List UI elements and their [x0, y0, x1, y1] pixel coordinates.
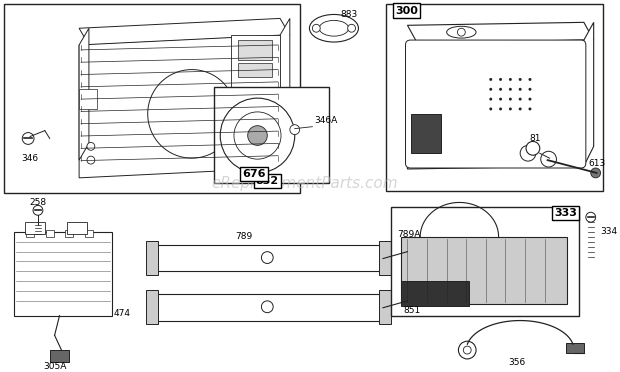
- Circle shape: [489, 78, 492, 81]
- Text: 789A: 789A: [397, 230, 421, 240]
- Circle shape: [519, 108, 521, 110]
- Polygon shape: [407, 40, 584, 169]
- Text: 334: 334: [601, 227, 618, 237]
- Bar: [26, 230, 34, 237]
- Bar: [46, 230, 53, 237]
- Text: 613: 613: [589, 158, 606, 167]
- Bar: [238, 63, 272, 77]
- Circle shape: [499, 97, 502, 100]
- Bar: [386, 4, 603, 190]
- Text: 81: 81: [529, 134, 541, 143]
- Text: 346: 346: [22, 154, 38, 163]
- Circle shape: [528, 108, 531, 110]
- Ellipse shape: [446, 26, 476, 38]
- Polygon shape: [79, 35, 280, 178]
- Circle shape: [262, 251, 273, 263]
- Circle shape: [247, 126, 267, 145]
- Bar: [379, 290, 391, 324]
- Bar: [146, 241, 157, 275]
- Circle shape: [262, 301, 273, 313]
- Circle shape: [489, 97, 492, 100]
- Circle shape: [87, 156, 95, 164]
- Circle shape: [499, 108, 502, 110]
- Text: 305A: 305A: [43, 362, 66, 371]
- Text: 789: 789: [235, 232, 252, 241]
- Bar: [153, 245, 383, 271]
- Circle shape: [528, 88, 531, 91]
- Ellipse shape: [319, 20, 348, 36]
- Text: 333: 333: [554, 208, 577, 218]
- Bar: [4, 4, 299, 193]
- Circle shape: [22, 132, 34, 144]
- Bar: [146, 290, 157, 324]
- Circle shape: [519, 78, 521, 81]
- Text: eReplacementParts.com: eReplacementParts.com: [211, 176, 398, 191]
- Circle shape: [526, 141, 540, 155]
- Circle shape: [489, 88, 492, 91]
- Circle shape: [234, 112, 281, 159]
- Circle shape: [509, 88, 512, 91]
- Text: 346A: 346A: [314, 116, 337, 125]
- Circle shape: [348, 24, 355, 32]
- Circle shape: [458, 28, 465, 36]
- Polygon shape: [584, 22, 594, 166]
- Circle shape: [290, 125, 299, 135]
- Text: 676: 676: [242, 169, 265, 179]
- Bar: [85, 230, 93, 237]
- Bar: [407, 294, 415, 308]
- Circle shape: [509, 97, 512, 100]
- Circle shape: [520, 145, 536, 161]
- Text: 851: 851: [404, 306, 421, 315]
- Circle shape: [586, 212, 596, 222]
- Polygon shape: [79, 18, 290, 45]
- Bar: [231, 35, 280, 89]
- Bar: [14, 232, 112, 315]
- Circle shape: [220, 98, 294, 173]
- Circle shape: [33, 205, 43, 215]
- Circle shape: [591, 168, 601, 178]
- Bar: [391, 207, 579, 315]
- Text: 474: 474: [113, 309, 130, 318]
- Polygon shape: [407, 22, 594, 43]
- Bar: [407, 245, 415, 259]
- Circle shape: [148, 70, 236, 158]
- Bar: [215, 87, 329, 183]
- Text: 356: 356: [508, 358, 526, 368]
- Circle shape: [541, 151, 556, 167]
- Circle shape: [499, 88, 502, 91]
- Text: 832: 832: [255, 176, 279, 186]
- Bar: [68, 222, 87, 234]
- Circle shape: [458, 341, 476, 359]
- Bar: [50, 350, 69, 362]
- Bar: [566, 343, 584, 353]
- Bar: [401, 237, 567, 304]
- Bar: [412, 114, 441, 153]
- Bar: [65, 230, 73, 237]
- Bar: [238, 40, 272, 60]
- Circle shape: [499, 78, 502, 81]
- Circle shape: [87, 142, 95, 150]
- Text: 883: 883: [340, 10, 357, 19]
- Circle shape: [528, 78, 531, 81]
- Bar: [153, 294, 383, 321]
- Bar: [25, 222, 45, 234]
- Circle shape: [509, 108, 512, 110]
- Circle shape: [463, 346, 471, 354]
- Ellipse shape: [309, 15, 358, 42]
- Bar: [401, 281, 469, 306]
- Circle shape: [528, 97, 531, 100]
- Polygon shape: [79, 28, 89, 160]
- Circle shape: [519, 97, 521, 100]
- Bar: [79, 89, 97, 109]
- Circle shape: [312, 24, 320, 32]
- Circle shape: [489, 108, 492, 110]
- Text: 300: 300: [395, 6, 418, 16]
- Circle shape: [519, 88, 521, 91]
- Polygon shape: [280, 18, 290, 168]
- Bar: [379, 241, 391, 275]
- Text: 258: 258: [29, 198, 46, 207]
- FancyBboxPatch shape: [405, 40, 586, 168]
- Circle shape: [509, 78, 512, 81]
